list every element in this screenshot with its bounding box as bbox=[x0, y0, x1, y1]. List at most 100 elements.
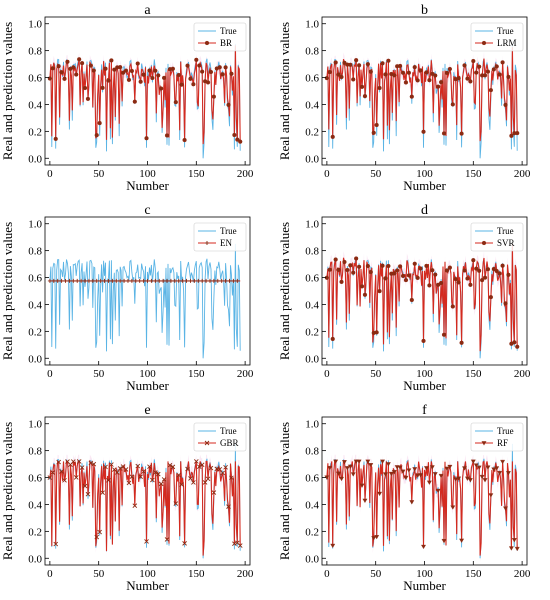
prediction-point bbox=[110, 278, 115, 283]
legend-label-prediction: GBR bbox=[220, 438, 239, 448]
x-tick-label: 0 bbox=[324, 368, 330, 380]
prediction-point bbox=[368, 269, 373, 275]
prediction-point bbox=[485, 69, 491, 74]
prediction-point bbox=[395, 268, 400, 273]
legend-marker bbox=[204, 440, 210, 446]
prediction-point bbox=[76, 459, 82, 464]
y-tick-label: 1.0 bbox=[28, 219, 42, 231]
prediction-point bbox=[424, 70, 429, 75]
prediction-point bbox=[371, 130, 376, 135]
prediction-point bbox=[330, 134, 335, 139]
prediction-point bbox=[71, 65, 76, 70]
x-tick-label: 0 bbox=[324, 568, 330, 580]
prediction-point bbox=[126, 77, 132, 82]
prediction-point bbox=[118, 278, 123, 283]
panel-title: f bbox=[422, 403, 427, 418]
prediction-point bbox=[199, 462, 205, 468]
x-tick-label: 0 bbox=[47, 168, 53, 180]
prediction-point bbox=[479, 278, 485, 283]
prediction-point bbox=[91, 68, 96, 73]
prediction-point bbox=[138, 79, 143, 84]
x-tick-label: 150 bbox=[188, 568, 205, 580]
prediction-point bbox=[380, 61, 385, 66]
prediction-point bbox=[182, 137, 187, 143]
prediction-point bbox=[63, 278, 68, 283]
prediction-point bbox=[403, 475, 409, 481]
prediction-point bbox=[365, 459, 371, 464]
prediction-point bbox=[109, 462, 114, 467]
prediction-point bbox=[409, 500, 415, 505]
prediction-point bbox=[159, 86, 164, 91]
prediction-point bbox=[330, 336, 335, 342]
prediction-point bbox=[400, 273, 406, 279]
prediction-point bbox=[354, 58, 359, 63]
prediction-point bbox=[179, 482, 184, 487]
prediction-point bbox=[447, 66, 452, 72]
prediction-point bbox=[223, 465, 228, 470]
prediction-point bbox=[468, 79, 473, 84]
x-tick-label: 150 bbox=[188, 368, 205, 380]
x-tick-label: 150 bbox=[465, 568, 482, 580]
prediction-point bbox=[97, 529, 102, 535]
prediction-point bbox=[438, 473, 444, 479]
y-tick-label: 0.8 bbox=[305, 446, 319, 458]
prediction-point bbox=[342, 60, 347, 65]
prediction-point bbox=[400, 70, 406, 75]
prediction-point bbox=[158, 481, 164, 487]
prediction-point bbox=[117, 466, 123, 471]
prediction-point bbox=[176, 278, 181, 283]
prediction-point bbox=[147, 464, 152, 470]
y-tick-label: 0.6 bbox=[28, 273, 42, 285]
prediction-point bbox=[424, 263, 429, 268]
legend-marker bbox=[481, 441, 487, 446]
prediction-point bbox=[137, 278, 142, 283]
prediction-point bbox=[450, 505, 456, 510]
prediction-point bbox=[197, 63, 202, 68]
y-tick-label: 0.8 bbox=[28, 46, 42, 58]
prediction-point bbox=[164, 133, 170, 138]
prediction-point bbox=[97, 120, 102, 126]
prediction-point bbox=[459, 538, 465, 543]
prediction-point bbox=[503, 506, 508, 511]
prediction-point bbox=[479, 474, 485, 480]
prediction-point bbox=[333, 459, 339, 464]
legend: True BR bbox=[193, 22, 247, 52]
prediction-point bbox=[447, 464, 453, 470]
prediction-point bbox=[385, 462, 391, 467]
prediction-point bbox=[196, 464, 202, 470]
prediction-point bbox=[351, 270, 356, 275]
prediction-point bbox=[85, 491, 91, 497]
prediction-band bbox=[326, 454, 518, 563]
prediction-point bbox=[386, 263, 391, 269]
prediction-point bbox=[125, 278, 130, 283]
prediction-point bbox=[374, 122, 379, 128]
series-prediction-line bbox=[326, 243, 518, 352]
prediction-point bbox=[170, 464, 176, 470]
prediction-point bbox=[377, 491, 383, 497]
prediction-point bbox=[114, 470, 120, 475]
prediction-point bbox=[176, 72, 181, 78]
legend-label-true: True bbox=[220, 226, 237, 236]
prediction-point bbox=[485, 465, 491, 470]
prediction-point bbox=[106, 278, 111, 283]
prediction-point bbox=[503, 102, 508, 108]
x-axis-label: Number bbox=[126, 178, 169, 193]
prediction-point bbox=[184, 278, 189, 283]
prediction-point bbox=[94, 133, 99, 138]
legend-label-true: True bbox=[497, 226, 514, 236]
prediction-point bbox=[471, 258, 476, 263]
prediction-point bbox=[470, 459, 476, 464]
prediction-point bbox=[73, 475, 79, 480]
prediction-point bbox=[488, 295, 493, 300]
prediction-point bbox=[485, 267, 491, 272]
prediction-point bbox=[388, 471, 394, 477]
prediction-point bbox=[182, 541, 187, 546]
prediction-point bbox=[377, 289, 382, 294]
prediction-point bbox=[161, 75, 167, 80]
prediction-point bbox=[229, 71, 234, 76]
prediction-point bbox=[75, 278, 80, 283]
prediction-point bbox=[515, 344, 520, 349]
prediction-point bbox=[56, 459, 61, 465]
prediction-point bbox=[333, 60, 338, 65]
prediction-point bbox=[456, 280, 461, 285]
